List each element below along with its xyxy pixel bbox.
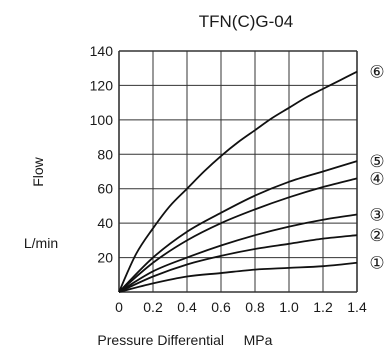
series-marker-label: ③ [369,206,384,225]
x-axis-unit: MPa [244,332,273,348]
y-tick-label: 20 [97,250,113,266]
x-tick-label: 0 [115,299,123,315]
x-tick-label: 1.2 [313,299,333,315]
series-marker-label: ① [369,254,384,273]
y-tick-label: 80 [97,146,113,162]
series-line-2 [118,160,358,293]
series-marker-label: ⑤ [369,152,384,171]
x-tick-label: 1.0 [279,299,299,315]
x-axis-label: Pressure Differential [97,332,224,348]
y-axis-unit: L/min [24,235,58,251]
y-tick-label: 120 [90,77,114,93]
grid [118,50,358,293]
series-marker-label: ④ [369,169,384,188]
y-tick-label: 60 [97,181,113,197]
tick-labels: 0 0.2 0.4 0.6 0.8 1.0 1.2 1.4 20 40 60 80 100 120 140 [90,43,367,315]
y-axis-label: Flow [30,156,46,186]
x-tick-label: 1.4 [347,299,367,315]
series-line-1 [118,70,358,293]
series-line-6 [118,261,358,293]
series-group [118,70,358,293]
y-tick-label: 100 [90,112,114,128]
y-tick-label: 140 [90,43,114,59]
series-line-5 [118,234,358,293]
x-tick-label: 0.6 [211,299,231,315]
x-tick-label: 0.4 [177,299,197,315]
x-tick-label: 0.8 [245,299,265,315]
series-line-4 [118,213,358,293]
chart-title: TFN(C)G-04 [199,12,293,31]
x-tick-label: 0.2 [143,299,163,315]
series-line-3 [118,177,358,293]
series-marker-label: ⑥ [369,63,384,82]
series-marker-label: ② [369,226,384,245]
series-markers: ⑥ ⑤④ ③② ① [369,63,384,273]
y-tick-label: 40 [97,215,113,231]
